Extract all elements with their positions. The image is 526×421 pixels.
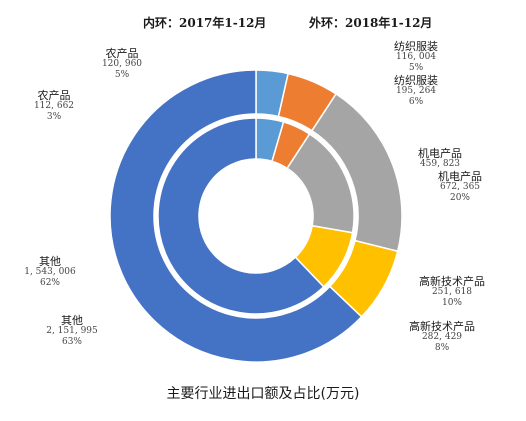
label-outer-agri: 农产品 120, 960 5% bbox=[92, 48, 152, 81]
inner-ring-title: 内环：2017年1-12月 bbox=[143, 16, 267, 30]
label-percent: 6% bbox=[408, 97, 424, 107]
label-percent: 5% bbox=[408, 63, 424, 73]
label-outer-mech: 机电产品 672, 365 20% bbox=[428, 171, 492, 204]
label-outer-other: 其他 2, 151, 995 63% bbox=[30, 315, 114, 348]
label-name: 纺织服装 bbox=[394, 74, 438, 87]
label-name: 机电产品 bbox=[418, 147, 462, 160]
inner-ring bbox=[157, 117, 355, 315]
label-inner-hitech: 高新技术产品 251, 618 10% bbox=[410, 276, 494, 309]
label-name: 农产品 bbox=[37, 89, 71, 102]
label-name: 纺织服装 bbox=[394, 40, 438, 53]
label-percent: 20% bbox=[449, 193, 470, 203]
inner-slice-other bbox=[157, 117, 325, 315]
label-outer-textile: 纺织服装 195, 264 6% bbox=[384, 75, 448, 108]
label-inner-textile: 纺织服装 116, 004 5% bbox=[384, 41, 448, 74]
label-value: 112, 662 bbox=[33, 101, 75, 111]
label-outer-hitech: 高新技术产品 282, 429 8% bbox=[400, 321, 484, 354]
outer-slice-other bbox=[109, 69, 363, 363]
label-value: 282, 429 bbox=[421, 332, 463, 342]
label-value: 1, 543, 006 bbox=[24, 267, 76, 277]
outer-ring bbox=[109, 69, 403, 363]
label-percent: 62% bbox=[39, 278, 60, 288]
label-name: 高新技术产品 bbox=[419, 275, 485, 288]
label-percent: 5% bbox=[114, 70, 130, 80]
label-value: 672, 365 bbox=[439, 182, 481, 192]
label-value: 116, 004 bbox=[395, 52, 437, 62]
label-name: 机电产品 bbox=[438, 170, 482, 183]
label-name: 农产品 bbox=[105, 47, 139, 60]
label-percent: 3% bbox=[46, 112, 62, 122]
outer-ring-title: 外环：2018年1-12月 bbox=[309, 16, 433, 30]
label-inner-agri: 农产品 112, 662 3% bbox=[24, 90, 84, 123]
label-value: 120, 960 bbox=[101, 59, 143, 69]
label-inner-mech: 机电产品 459, 823 bbox=[408, 148, 472, 170]
label-percent: 10% bbox=[441, 298, 462, 308]
label-percent: 63% bbox=[61, 337, 82, 347]
label-percent: 8% bbox=[434, 343, 450, 353]
label-value: 2, 151, 995 bbox=[46, 326, 98, 336]
label-name: 其他 bbox=[61, 314, 83, 327]
label-value: 459, 823 bbox=[419, 159, 461, 169]
label-inner-other: 其他 1, 543, 006 62% bbox=[8, 256, 92, 289]
label-value: 195, 264 bbox=[395, 86, 437, 96]
label-name: 高新技术产品 bbox=[409, 320, 475, 333]
label-value: 251, 618 bbox=[431, 287, 473, 297]
chart-title: 主要行业进出口额及占比(万元) bbox=[166, 386, 360, 402]
label-name: 其他 bbox=[39, 255, 61, 268]
